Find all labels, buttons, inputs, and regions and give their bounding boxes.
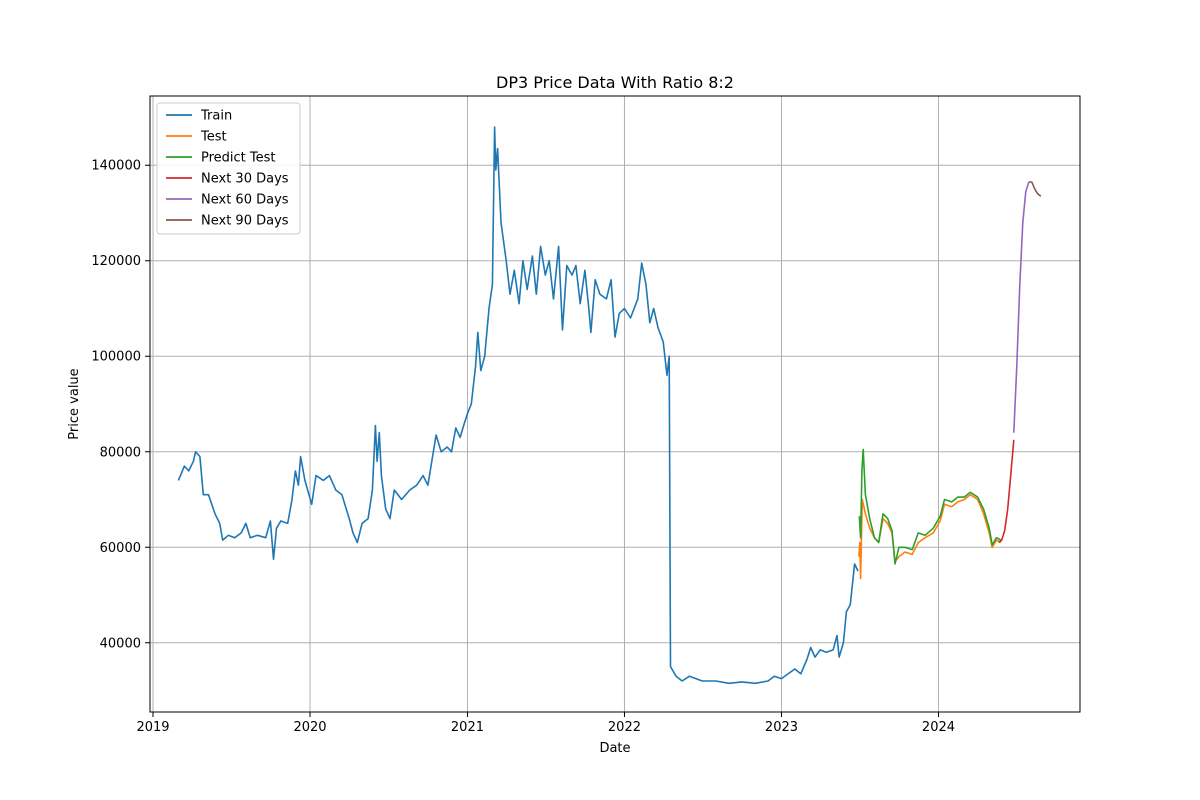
- series-line-predict-test: [858, 448, 1002, 565]
- series-line-next-60-days: [1013, 181, 1030, 433]
- series-line-next-90-days: [1028, 181, 1042, 197]
- legend-label: Predict Test: [201, 151, 276, 166]
- legend-label: Next 90 Days: [201, 214, 289, 229]
- series-line-next-30-days: [998, 439, 1015, 544]
- x-tick-label: 2024: [922, 720, 955, 735]
- series-line-train: [177, 126, 859, 685]
- chart-title: DP3 Price Data With Ratio 8:2: [496, 73, 734, 92]
- y-tick-label: 60000: [100, 541, 141, 556]
- grid-lines: [150, 96, 1080, 712]
- x-axis-label: Date: [599, 741, 630, 756]
- x-tick-label: 2021: [451, 720, 484, 735]
- x-axis: 2019 2020 2021 2022 2023 2024: [136, 712, 955, 735]
- y-axis-label: Price value: [67, 368, 82, 439]
- x-tick-label: 2019: [136, 720, 169, 735]
- legend-label: Next 60 Days: [201, 193, 289, 208]
- legend-label: Test: [200, 130, 227, 145]
- y-tick-label: 100000: [91, 350, 141, 365]
- y-tick-label: 80000: [100, 445, 141, 460]
- legend-label: Train: [200, 109, 232, 124]
- x-tick-label: 2023: [765, 720, 798, 735]
- plot-frame: [149, 95, 1081, 713]
- y-axis: 40000 60000 80000 100000 120000 140000: [91, 159, 150, 651]
- y-tick-label: 120000: [91, 254, 141, 269]
- series-line-test: [858, 493, 1002, 580]
- legend: Train Test Predict Test Next 30 Days Next 60…: [156, 102, 301, 235]
- legend-label: Next 30 Days: [201, 172, 289, 187]
- legend-box: [156, 102, 301, 235]
- y-tick-label: 40000: [100, 636, 141, 651]
- x-tick-label: 2022: [608, 720, 641, 735]
- y-tick-label: 140000: [91, 159, 141, 174]
- x-tick-label: 2020: [293, 720, 326, 735]
- series-layer: [177, 126, 1042, 685]
